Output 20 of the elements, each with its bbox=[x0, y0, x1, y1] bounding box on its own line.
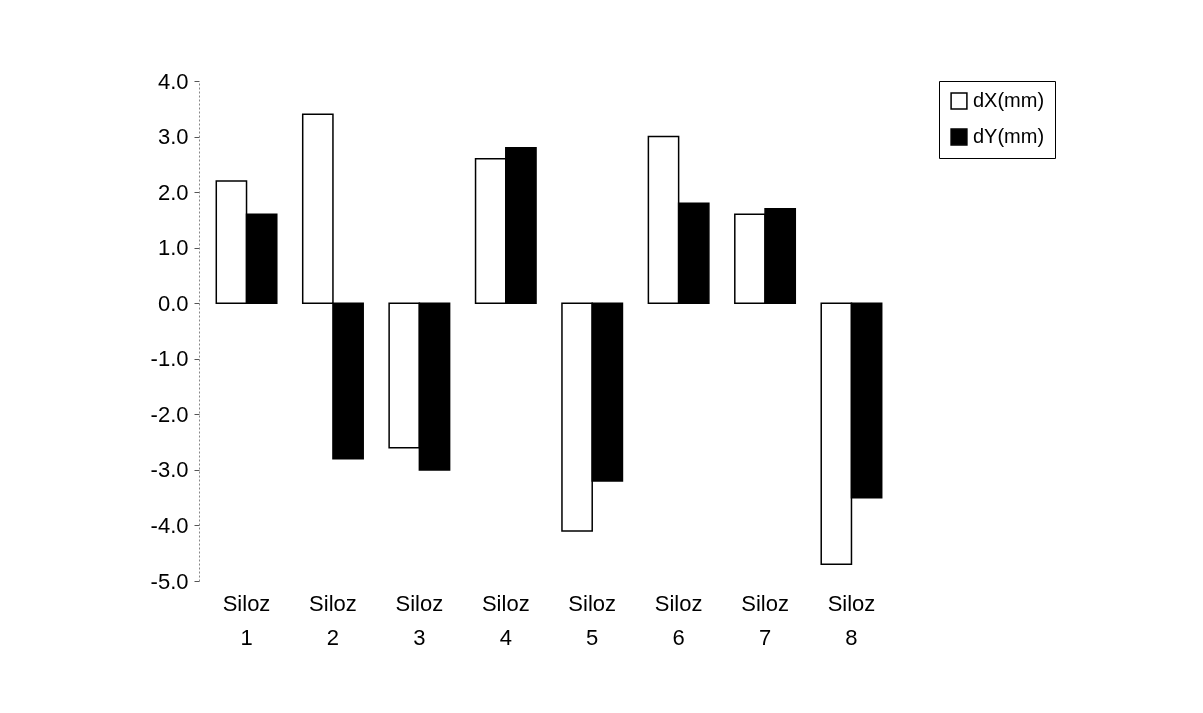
legend-label: dY(mm) bbox=[973, 125, 1045, 147]
y-tick-label: 3.0 bbox=[157, 124, 189, 150]
x-tick-label: Siloz 3 bbox=[395, 590, 444, 650]
y-tick-label: -1.0 bbox=[150, 346, 189, 372]
y-tick-label: 1.0 bbox=[157, 235, 189, 261]
x-tick-label: Siloz 5 bbox=[568, 590, 617, 650]
y-tick-label: 4.0 bbox=[157, 68, 189, 94]
y-tick-label: -5.0 bbox=[150, 568, 189, 594]
x-tick-label: Siloz 2 bbox=[309, 590, 357, 650]
x-tick-label: Siloz 1 bbox=[222, 590, 271, 650]
x-tick-label: Siloz 8 bbox=[827, 590, 876, 650]
y-tick-label: -2.0 bbox=[150, 401, 189, 427]
x-tick-label: Siloz 7 bbox=[741, 590, 789, 650]
x-tick-label: Siloz 4 bbox=[481, 590, 530, 650]
y-tick-label: -4.0 bbox=[150, 512, 189, 538]
x-tick-label: Siloz 6 bbox=[654, 590, 703, 650]
y-tick-label: 2.0 bbox=[157, 179, 189, 205]
y-tick-label: 0.0 bbox=[157, 290, 189, 316]
legend-label: dX(mm) bbox=[973, 89, 1045, 111]
y-tick-label: -3.0 bbox=[150, 457, 189, 483]
